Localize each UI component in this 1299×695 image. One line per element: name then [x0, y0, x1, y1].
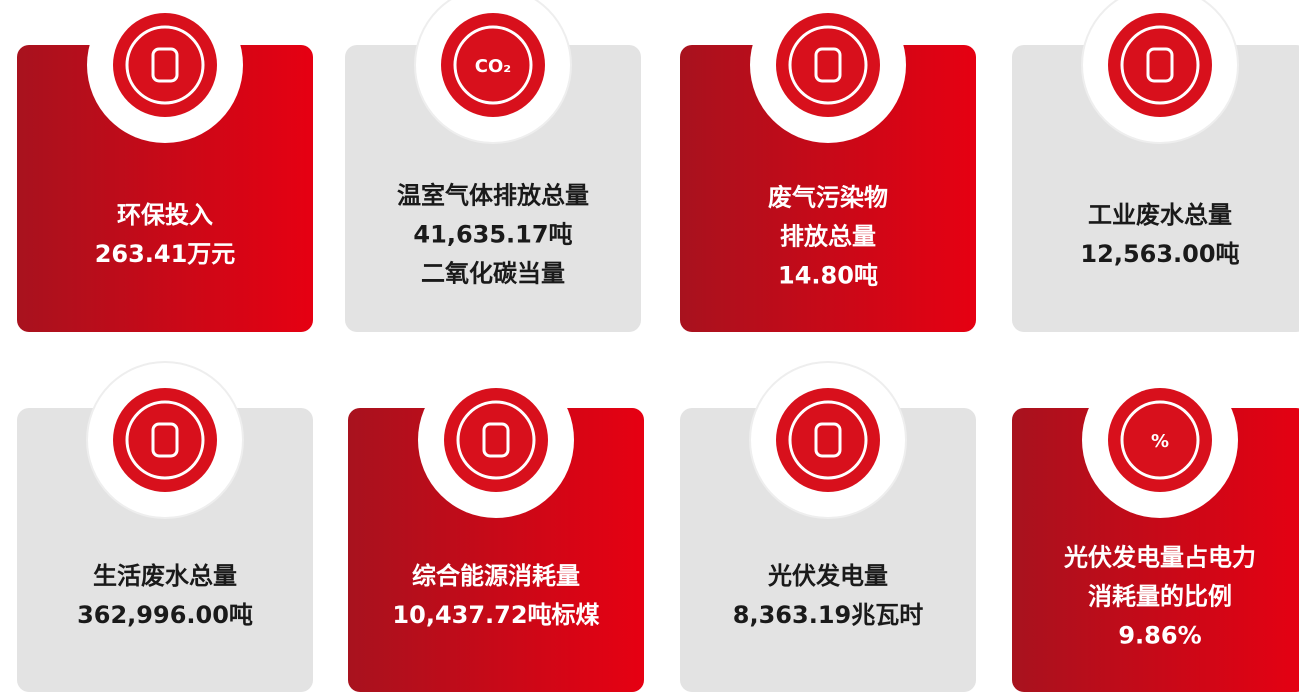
card-text: 综合能源消耗量 10,437.72吨标煤	[348, 557, 644, 635]
icon-badge	[418, 362, 574, 518]
badge-disc	[776, 13, 880, 117]
card-line: 二氧化碳当量	[421, 259, 565, 288]
badge-inner-ring	[788, 400, 868, 480]
badge-inner-ring	[453, 25, 533, 105]
card-line: 14.80吨	[778, 261, 878, 290]
card-line: 排放总量	[780, 222, 876, 251]
card-text: 废气污染物排放总量 14.80吨	[680, 179, 976, 296]
icon-badge	[750, 0, 906, 143]
card-line: 362,996.00吨	[77, 601, 253, 629]
icon-badge: %	[1082, 362, 1238, 518]
badge-inner-ring	[125, 400, 205, 480]
card-line: 温室气体排放总量	[397, 181, 589, 210]
icon-glyph	[814, 47, 842, 83]
card-line: 光伏发电量占电力	[1064, 543, 1256, 572]
icon-glyph	[482, 422, 510, 458]
badge-disc	[444, 388, 548, 492]
card-line: 41,635.17吨	[413, 220, 573, 249]
icon-badge	[1081, 0, 1239, 144]
badge-disc	[113, 388, 217, 492]
badge-inner-ring	[125, 25, 205, 105]
card-line: 光伏发电量	[768, 562, 888, 590]
card-line: 8,363.19兆瓦时	[732, 601, 924, 629]
card-text: 环保投入 263.41万元	[17, 196, 313, 274]
icon-glyph	[814, 422, 842, 458]
card-line: 263.41万元	[94, 240, 236, 268]
card-text: 工业废水总量 12,563.00吨	[1012, 196, 1299, 274]
card-line: 废气污染物	[768, 183, 888, 212]
badge-disc	[776, 388, 880, 492]
badge-inner-ring	[788, 25, 868, 105]
card-line: 9.86%	[1118, 621, 1202, 650]
card-line: 环保投入	[117, 201, 213, 229]
badge-inner-ring	[1120, 400, 1200, 480]
badge-disc	[113, 13, 217, 117]
icon-badge	[86, 361, 244, 519]
card-line: 综合能源消耗量	[412, 562, 580, 590]
icon-badge	[749, 361, 907, 519]
card-line: 10,437.72吨标煤	[392, 601, 600, 629]
card-line: 消耗量的比例	[1088, 582, 1232, 611]
card-text: 温室气体排放总量 41,635.17吨 二氧化碳当量	[345, 177, 641, 294]
icon-label: %	[1151, 431, 1169, 452]
icon-glyph	[151, 422, 179, 458]
card-text: 光伏发电量 8,363.19兆瓦时	[680, 557, 976, 635]
card-text: 生活废水总量 362,996.00吨	[17, 557, 313, 635]
icon-label: CO₂	[475, 56, 511, 77]
icon-glyph	[1146, 47, 1174, 83]
card-line: 生活废水总量	[93, 562, 237, 590]
icon-glyph	[151, 47, 179, 83]
card-line: 12,563.00吨	[1080, 240, 1240, 268]
card-line: 工业废水总量	[1088, 201, 1232, 229]
badge-disc	[1108, 13, 1212, 117]
card-text: 光伏发电量占电力 消耗量的比例 9.86%	[1012, 539, 1299, 656]
icon-badge	[87, 0, 243, 143]
badge-inner-ring	[1120, 25, 1200, 105]
icon-badge: CO₂	[414, 0, 572, 144]
badge-inner-ring	[456, 400, 536, 480]
